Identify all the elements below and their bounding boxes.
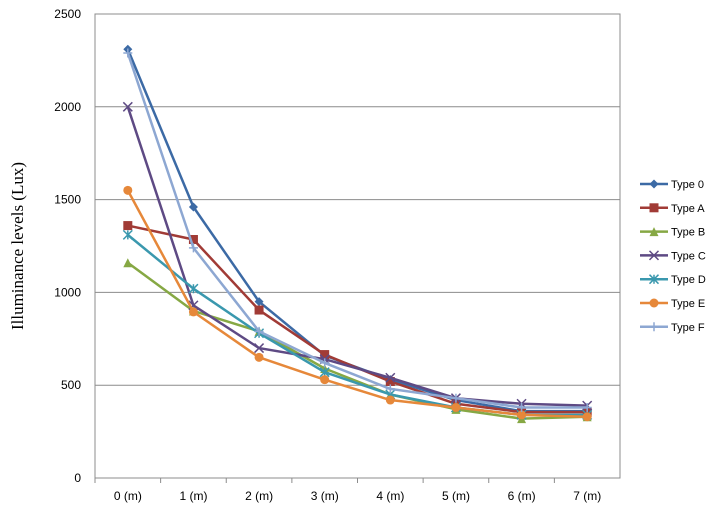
plus-marker — [188, 243, 198, 253]
legend-label: Type C — [671, 250, 706, 262]
triangle-marker — [649, 227, 659, 237]
plus-marker — [649, 322, 659, 332]
y-tick-label: 2500 — [54, 7, 81, 21]
x-marker — [254, 343, 265, 354]
diamond-marker — [649, 179, 659, 189]
triangle-marker — [123, 258, 133, 268]
legend-label: Type F — [671, 322, 705, 334]
circle-marker — [254, 352, 264, 362]
legend-item: Type E — [640, 298, 705, 310]
x-marker — [648, 250, 660, 261]
legend-label: Type 0 — [671, 179, 704, 191]
series-line — [126, 106, 588, 407]
square-marker — [649, 203, 659, 213]
y-tick-label: 1000 — [54, 285, 81, 299]
circle-marker — [649, 298, 659, 308]
series-type-c — [122, 101, 593, 411]
legend-label: Type E — [671, 298, 705, 310]
plus-marker — [385, 384, 395, 394]
circle-marker — [451, 402, 461, 412]
x-tick-label: 0 (m) — [114, 489, 142, 503]
plus-marker — [517, 402, 527, 412]
series-line — [126, 52, 588, 409]
circle-marker — [188, 307, 198, 317]
legend-label: Type D — [671, 274, 706, 286]
y-axis-title: Illuminance levels (Lux) — [8, 162, 27, 330]
x-marker — [122, 101, 133, 112]
x-tick-label: 1 (m) — [179, 489, 207, 503]
series-type-b — [123, 258, 592, 424]
circle-marker — [517, 410, 527, 420]
diamond-marker — [254, 297, 264, 307]
plus-marker — [123, 48, 133, 58]
legend-item: Type A — [640, 203, 705, 215]
x-tick-label: 5 (m) — [442, 489, 470, 503]
y-tick-label: 2000 — [54, 100, 81, 114]
square-marker — [123, 221, 133, 231]
legend-item: Type D — [640, 274, 706, 286]
series-line — [127, 261, 588, 420]
x-tick-label: 6 (m) — [508, 489, 536, 503]
series-type-0 — [123, 44, 592, 416]
y-tick-label: 0 — [74, 471, 81, 485]
x-tick-label: 4 (m) — [376, 489, 404, 503]
circle-marker — [123, 185, 133, 195]
series-line — [127, 233, 588, 417]
square-marker — [254, 305, 264, 315]
plus-marker — [254, 326, 264, 336]
circle-marker — [320, 375, 330, 385]
series-line — [126, 48, 588, 413]
square-marker — [385, 376, 395, 386]
x-tick-label: 7 (m) — [573, 489, 601, 503]
legend-item: Type B — [640, 227, 705, 239]
star-marker — [648, 274, 660, 285]
legend-label: Type A — [671, 203, 705, 215]
x-tick-label: 2 (m) — [245, 489, 273, 503]
plus-marker — [582, 402, 592, 412]
legend-item: Type 0 — [640, 179, 704, 191]
square-marker — [188, 235, 198, 245]
y-tick-label: 500 — [61, 378, 81, 392]
circle-marker — [385, 395, 395, 405]
x-marker — [385, 372, 396, 383]
star-marker — [188, 283, 199, 294]
series-line — [126, 189, 588, 419]
legend-label: Type B — [671, 227, 705, 239]
series-type-f — [123, 48, 592, 412]
x-tick-label: 3 (m) — [311, 489, 339, 503]
star-marker — [122, 229, 133, 240]
circle-marker — [582, 412, 592, 422]
legend-item: Type C — [640, 250, 706, 262]
legend-item: Type F — [640, 322, 705, 334]
diamond-marker — [188, 202, 198, 212]
square-marker — [320, 350, 330, 360]
plus-marker — [320, 358, 330, 368]
plus-marker — [451, 393, 461, 403]
y-tick-label: 1500 — [54, 193, 81, 207]
series-type-e — [123, 185, 592, 422]
